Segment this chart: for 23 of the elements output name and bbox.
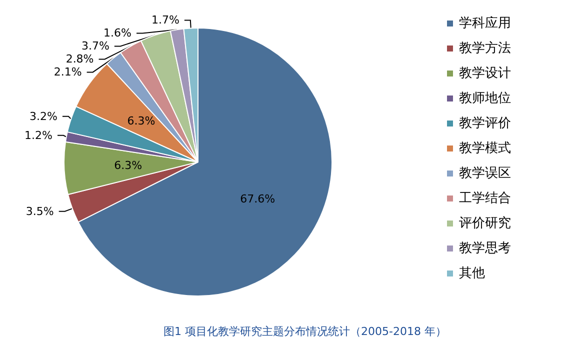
legend-label: 教学思考 — [459, 241, 511, 256]
data-label: 1.7% — [151, 14, 180, 27]
data-label: 1.6% — [104, 26, 132, 40]
text: 图1 项目化教学研究主题分布情况统计（2005-2018 年） — [164, 325, 446, 338]
legend-label: 教学误区 — [459, 166, 511, 181]
legend-label: 教学方法 — [459, 40, 511, 56]
data-label: 67.6% — [240, 192, 276, 206]
legend-label: 其他 — [459, 266, 485, 281]
data-label: 3.5% — [26, 204, 54, 218]
legend-label: 教学模式 — [459, 141, 511, 156]
legend-label: 评价研究 — [459, 216, 511, 231]
data-label: 2.1% — [54, 66, 82, 79]
data-label: 3.7% — [81, 40, 110, 53]
data-label: 3.2% — [30, 110, 58, 123]
data-label: 6.3% — [114, 158, 142, 172]
data-label: 6.3% — [127, 114, 156, 128]
legend-label: 教师地位 — [459, 91, 511, 106]
legend-label: 学科应用 — [459, 15, 511, 31]
legend-label: 教学评价 — [459, 116, 511, 131]
legend-label: 教学设计 — [459, 66, 511, 81]
data-label: 1.2% — [24, 128, 52, 142]
legend-label: 工学结合 — [459, 191, 511, 206]
data-label: 2.8% — [66, 52, 94, 66]
